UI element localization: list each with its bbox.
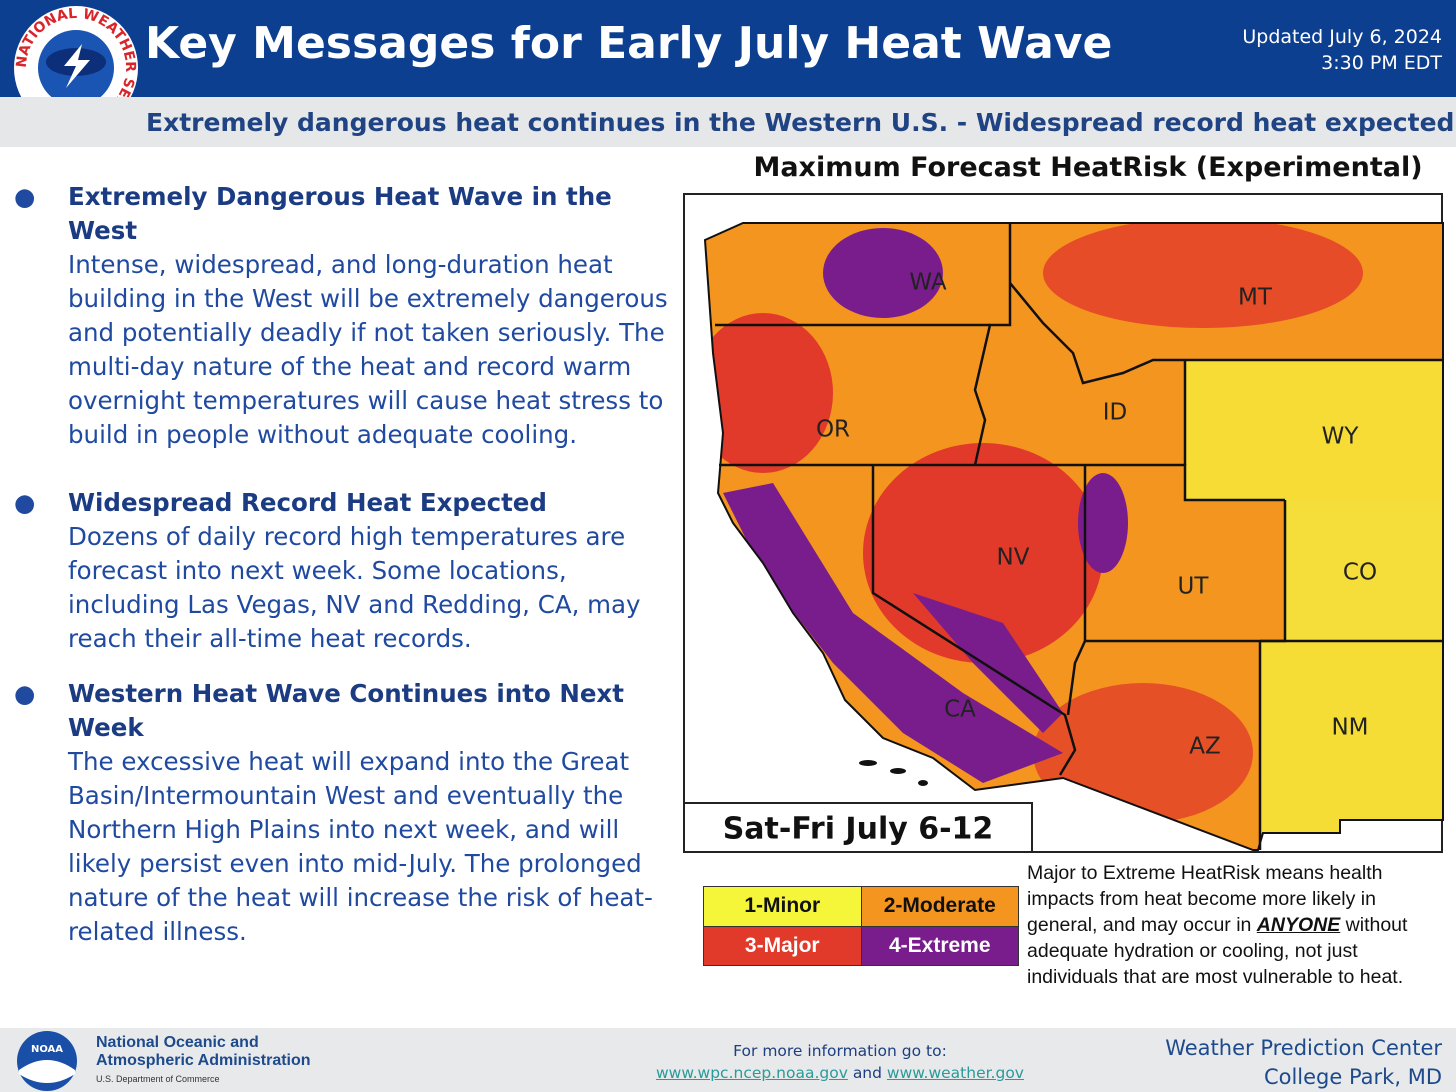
- state-label: OR: [816, 417, 850, 443]
- island: [890, 768, 906, 774]
- message: ● Western Heat Wave Continues into Next W…: [14, 677, 674, 949]
- state-label: CA: [944, 697, 976, 723]
- heat-risk-map: WA OR CA NV ID MT WY UT CO AZ NM Sat-Fri July 6-12: [683, 193, 1444, 853]
- state-label: WA: [909, 270, 946, 296]
- bullet: ●: [14, 488, 36, 517]
- office: Weather Prediction Center College Park, M…: [1165, 1034, 1442, 1092]
- update-stamp: Updated July 6, 2024 3:30 PM EDT: [1242, 24, 1442, 76]
- state-label: MT: [1238, 285, 1273, 311]
- note-emphasis: ANYONE: [1256, 914, 1341, 936]
- message-heading: Western Heat Wave Continues into Next We…: [68, 679, 624, 742]
- message-heading: Widespread Record Heat Expected: [68, 488, 547, 517]
- link[interactable]: www.weather.gov: [886, 1064, 1024, 1082]
- message-text: Extremely Dangerous Heat Wave in the Wes…: [68, 180, 668, 452]
- office-name: Weather Prediction Center: [1165, 1036, 1442, 1060]
- message-text: Widespread Record Heat Expected Dozens of…: [68, 486, 668, 656]
- subtitle: Extremely dangerous heat continues in th…: [146, 108, 1455, 137]
- island: [918, 780, 928, 786]
- logo-bolt: [64, 44, 90, 88]
- border: [1009, 282, 1443, 385]
- legend: 1-Minor 2-Moderate 3-Major 4-Extreme: [703, 886, 1019, 966]
- border: [1066, 465, 1087, 716]
- minor-area: [1260, 641, 1443, 833]
- footer-band: [0, 1028, 1456, 1092]
- header-band: [0, 0, 1456, 97]
- noaa-wave: [19, 1060, 75, 1083]
- island: [859, 760, 877, 766]
- note-text: Major to Extreme HeatRisk means health i…: [1027, 862, 1383, 936]
- state-label: CO: [1343, 560, 1377, 586]
- message-text: Western Heat Wave Continues into Next We…: [68, 677, 668, 949]
- legend-row: 3-Major 4-Extreme: [703, 925, 1019, 966]
- legend-item: 3-Major: [703, 925, 862, 966]
- state-label: NV: [997, 545, 1030, 571]
- conjunction: and: [852, 1064, 882, 1082]
- state-label: ID: [1103, 400, 1128, 426]
- minor-area: [1185, 360, 1443, 500]
- border: [871, 465, 1077, 776]
- period: Sat-Fri July 6-12: [723, 812, 994, 847]
- bullet: ●: [14, 679, 36, 708]
- agency: National Oceanic and Atmospheric Adminis…: [96, 1034, 311, 1069]
- message-body: Dozens of daily record high temperatures…: [68, 522, 641, 653]
- state-label: AZ: [1189, 734, 1221, 760]
- legend-item: 1-Minor: [703, 886, 862, 927]
- legend-row: 1-Minor 2-Moderate: [703, 886, 1019, 927]
- major-area: [863, 443, 1103, 663]
- message: ● Extremely Dangerous Heat Wave in the We…: [14, 180, 674, 452]
- noaa-text: NOAA: [31, 1044, 63, 1055]
- state-labels: WA OR CA NV ID MT WY UT CO AZ NM: [816, 270, 1377, 760]
- message: ● Widespread Record Heat Expected Dozens o…: [14, 486, 674, 656]
- office-location: College Park, MD: [1263, 1065, 1442, 1089]
- state-borders: [715, 223, 1443, 850]
- state-label: NM: [1331, 715, 1368, 741]
- extreme-area: [913, 593, 1063, 733]
- note-text: without adequate hydration or cooling, n…: [1027, 914, 1408, 988]
- period-box: [683, 802, 1033, 853]
- link[interactable]: www.wpc.ncep.noaa.gov: [656, 1064, 848, 1082]
- message-body: The excessive heat will expand into the …: [68, 747, 653, 946]
- state-label: UT: [1178, 574, 1210, 600]
- note: Major to Extreme HeatRisk means health i…: [1027, 860, 1447, 990]
- coastline: [703, 222, 1444, 851]
- info-label: For more information go to:: [733, 1042, 947, 1060]
- update-date: Updated July 6, 2024: [1242, 26, 1442, 48]
- message-body: Intense, widespread, and long-duration h…: [68, 250, 668, 449]
- major-area: [705, 313, 833, 473]
- extreme-area: [723, 483, 1063, 783]
- subtitle-band: [0, 97, 1456, 147]
- islands: [859, 760, 928, 786]
- extreme-area: [1078, 473, 1128, 573]
- border: [719, 463, 1285, 502]
- minor-area: [1285, 500, 1443, 641]
- legend-item: 4-Extreme: [860, 925, 1019, 966]
- noaa-logo: NOAA: [17, 1031, 77, 1091]
- major-area: [1043, 223, 1363, 328]
- state-label: WY: [1322, 424, 1360, 450]
- legend-item: 2-Moderate: [860, 886, 1019, 927]
- update-time: 3:30 PM EDT: [1321, 52, 1442, 74]
- title: Key Messages for Early July Heat Wave: [145, 18, 1113, 69]
- bullet: ●: [14, 182, 36, 211]
- map-title: Maximum Forecast HeatRisk (Experimental): [753, 152, 1423, 183]
- info: For more information go to: www.wpc.ncep…: [540, 1040, 1140, 1084]
- message-heading: Extremely Dangerous Heat Wave in the Wes…: [68, 182, 612, 245]
- department: U.S. Department of Commerce: [96, 1074, 220, 1084]
- extreme-area: [823, 228, 943, 318]
- info-links: www.wpc.ncep.noaa.gov and www.weather.go…: [540, 1062, 1140, 1084]
